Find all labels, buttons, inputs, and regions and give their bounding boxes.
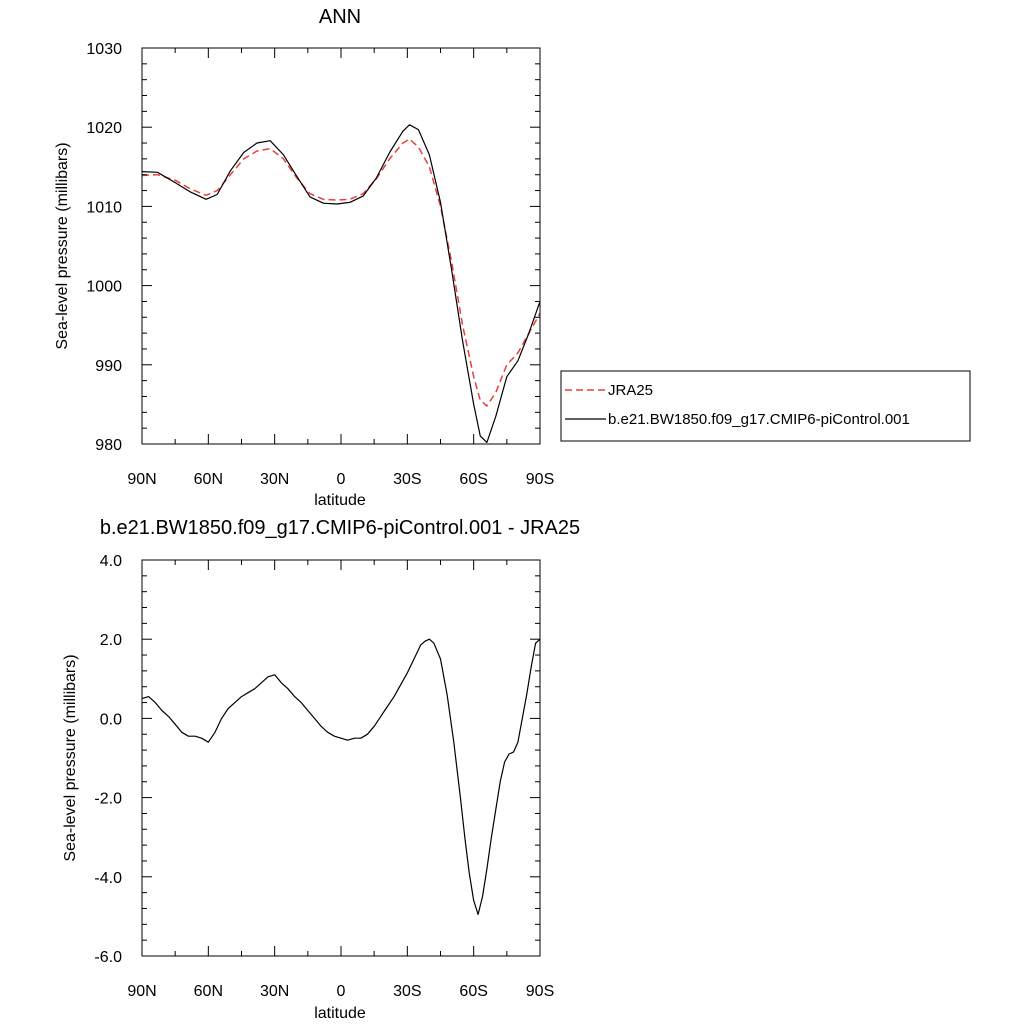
x-axis-label: latitude (314, 1005, 366, 1022)
chart-panel-top: ANN 90N 60N 30N 0 30S 60S 90S 980 990 1000 1010 102… (54, 6, 971, 509)
x-tick-label: 60N (194, 983, 223, 1000)
x-tick-label: 0 (337, 983, 346, 1000)
x-tick-label: 90S (526, 471, 554, 488)
x-tick-label: 0 (337, 471, 346, 488)
x-tick-label: 60S (459, 471, 487, 488)
legend-box (560, 370, 971, 442)
x-tick-label: 90N (127, 983, 156, 1000)
x-tick-label: 30S (393, 983, 421, 1000)
y-tick-label: 2.0 (100, 632, 122, 649)
chart-panel-bottom: b.e21.BW1850.f09_g17.CMIP6-piControl.001… (62, 517, 580, 1022)
chart-title: b.e21.BW1850.f09_g17.CMIP6-piControl.001… (100, 517, 580, 539)
legend-label-model: b.e21.BW1850.f09_g17.CMIP6-piControl.001 (608, 411, 910, 428)
legend-label-jra25: JRA25 (608, 382, 653, 399)
y-tick-label: 1030 (86, 41, 122, 58)
series-line-model (141, 124, 541, 443)
x-tick-label: 60N (194, 471, 223, 488)
plot-frame (141, 47, 541, 445)
x-tick-label: 30N (260, 983, 289, 1000)
x-tick-label: 30N (260, 471, 289, 488)
y-tick-label: 4.0 (100, 553, 122, 570)
y-axis-label: Sea-level pressure (millibars) (62, 654, 79, 861)
series-line-difference (141, 638, 541, 916)
legend: JRA25 b.e21.BW1850.f09_g17.CMIP6-piContr… (560, 370, 971, 442)
chart-title: ANN (319, 6, 361, 28)
x-tick-label: 60S (459, 983, 487, 1000)
y-tick-label: 1010 (86, 199, 122, 216)
y-axis-label: Sea-level pressure (millibars) (54, 142, 71, 349)
y-tick-label: 980 (95, 437, 122, 454)
series-line-jra25 (141, 138, 541, 407)
y-tick-label: 990 (95, 358, 122, 375)
x-axis-label: latitude (314, 492, 366, 509)
y-tick-label: -4.0 (94, 870, 122, 887)
y-tick-label: 1000 (86, 279, 122, 296)
x-tick-label: 90N (127, 471, 156, 488)
y-tick-label: 1020 (86, 120, 122, 137)
y-tick-label: -6.0 (94, 949, 122, 966)
plot-frame (141, 559, 541, 957)
y-tick-label: -2.0 (94, 791, 122, 808)
x-tick-label: 90S (526, 983, 554, 1000)
y-tick-label: 0.0 (100, 711, 122, 728)
x-tick-label: 30S (393, 471, 421, 488)
